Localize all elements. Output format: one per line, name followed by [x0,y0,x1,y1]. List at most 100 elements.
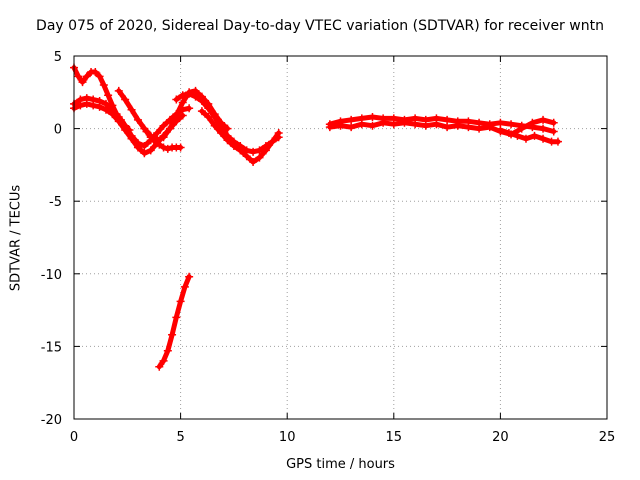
data-point [172,313,181,322]
series-trace [327,114,557,134]
grid-lines [74,56,607,419]
data-point [357,120,366,129]
data-point [517,124,526,133]
data-point [159,356,168,365]
data-point [268,137,277,146]
series-arc-5 [142,127,185,153]
data-point [229,142,238,151]
data-point [112,110,121,119]
data-point [133,115,142,124]
data-point [210,121,219,130]
data-point [217,128,226,137]
data-point [553,137,562,146]
data-point [443,115,452,124]
data-point [249,157,258,166]
data-point [165,124,174,133]
data-point [411,120,420,129]
data-point [99,81,108,90]
data-point [453,121,462,130]
data-point [379,118,388,127]
data-point [95,72,104,81]
data-point [121,121,130,130]
data-point [347,115,356,124]
data-point [236,146,245,155]
data-series [70,63,562,371]
data-point [539,134,548,143]
y-tick-label: -20 [41,413,62,428]
series-trace [327,117,557,137]
data-point [255,153,264,162]
data-point [159,121,168,130]
data-point [127,105,136,114]
data-point [197,97,206,106]
data-point [513,131,522,140]
data-point [114,86,123,95]
y-tick-label: 5 [54,50,62,65]
data-point [496,126,505,135]
data-point [176,297,185,306]
data-point [223,136,232,145]
data-point [521,134,530,143]
data-point [159,133,168,142]
data-point [443,123,452,132]
data-point [242,152,251,161]
data-point [108,101,117,110]
x-tick-label: 15 [386,430,403,445]
data-point [82,72,91,81]
data-point [507,120,516,129]
data-point [146,146,155,155]
data-point [168,330,177,339]
data-point [155,140,164,149]
data-point [163,346,172,355]
data-point [496,118,505,127]
data-point [180,282,189,291]
data-point [140,149,149,158]
data-point [325,123,334,132]
series-arc-10 [496,126,562,146]
y-tick-label: -10 [41,268,62,283]
data-point [172,111,181,120]
data-point [127,134,136,143]
data-point [125,126,134,135]
data-point [249,147,258,156]
series-trace [116,88,230,143]
data-point [368,121,377,130]
data-point [185,272,194,281]
x-tick-label: 10 [279,430,296,445]
data-point [530,131,539,140]
data-point [142,127,151,136]
data-point [400,118,409,127]
data-point [549,127,558,136]
data-point [172,95,181,104]
data-point [204,104,213,113]
y-axis-label: SDTVAR / TECUs [8,184,24,292]
data-point [146,133,155,142]
series-arc-3 [70,63,134,135]
chart-title: Day 075 of 2020, Sidereal Day-to-day VTE… [36,18,604,34]
data-point [76,101,85,110]
data-point [464,123,473,132]
data-point [176,143,185,152]
x-tick-label: 20 [492,430,509,445]
x-axis-label: GPS time / hours [286,457,395,472]
data-point [133,143,142,152]
data-point [78,78,87,87]
axis-ticks: 0 5 10 15 20 25 5 0 -5 -10 -15 -20 [41,50,616,445]
data-point [539,115,548,124]
data-point [261,146,270,155]
data-point [140,142,149,151]
x-tick-label: 5 [176,430,184,445]
plot-frame [73,55,608,420]
series-arc-11 [155,272,194,371]
data-point [191,92,200,101]
data-point [155,362,164,371]
data-point [475,124,484,133]
data-point [121,95,130,104]
x-tick-label: 25 [599,430,616,445]
data-point [159,143,168,152]
data-point [185,104,194,113]
data-point [153,128,162,137]
data-point [151,137,160,146]
data-point [185,89,194,98]
